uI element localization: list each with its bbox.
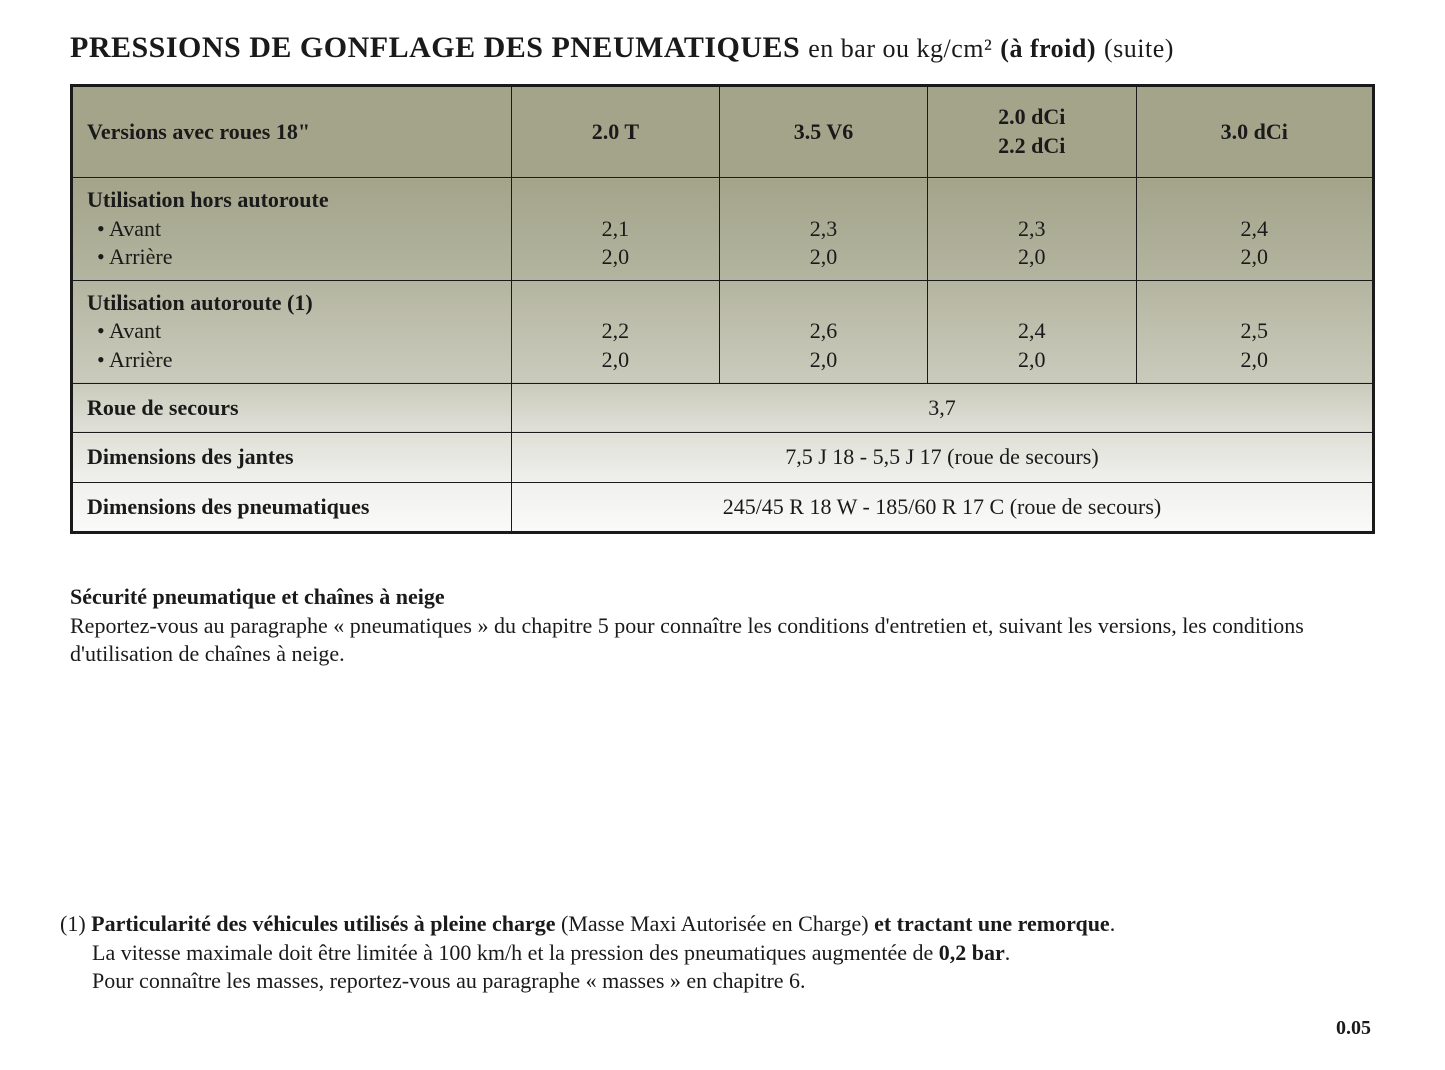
safety-body: Reportez-vous au paragraphe « pneumatiqu… [70, 612, 1375, 667]
row1-c3b: 2,0 [942, 243, 1122, 272]
row2-c2: 2,6 2,0 [719, 280, 927, 383]
title-main: PRESSIONS DE GONFLAGE DES PNEUMATIQUES [70, 31, 800, 64]
header-col4: 3.0 dCi [1136, 86, 1374, 178]
row2-label-cell: Utilisation autoroute (1) Avant Arrière [72, 280, 512, 383]
row-spare: Roue de secours 3,7 [72, 383, 1374, 433]
header-col3-line1: 2.0 dCi [942, 103, 1122, 132]
row1-c2b: 2,0 [734, 243, 913, 272]
row2-c1: 2,2 2,0 [511, 280, 719, 383]
header-col1: 2.0 T [511, 86, 719, 178]
header-col2: 3.5 V6 [719, 86, 927, 178]
title-suite: (suite) [1104, 34, 1174, 63]
row2-c4: 2,5 2,0 [1136, 280, 1374, 383]
row1-sub1: Avant [87, 215, 497, 244]
row1-c4b: 2,0 [1151, 243, 1359, 272]
footnote-paren: (Masse Maxi Autorisée en Charge) [561, 911, 869, 936]
title-unit: en bar ou kg/cm² [808, 34, 992, 63]
row1-c1b: 2,0 [526, 243, 705, 272]
row1-c2: 2,3 2,0 [719, 178, 927, 281]
footnote-line2b: 0,2 bar [939, 940, 1005, 965]
row1-c1: 2,1 2,0 [511, 178, 719, 281]
row2-sub2: Arrière [87, 346, 497, 375]
row1-c4a: 2,4 [1151, 215, 1359, 244]
row5-value: 245/45 R 18 W - 185/60 R 17 C (roue de s… [511, 482, 1373, 533]
table-header-row: Versions avec roues 18" 2.0 T 3.5 V6 2.0… [72, 86, 1374, 178]
title-cold: (à froid) [1000, 34, 1096, 63]
row2-c2a: 2,6 [734, 317, 913, 346]
row1-c2a: 2,3 [734, 215, 913, 244]
row1-label: Utilisation hors autoroute [87, 186, 497, 215]
row2-label: Utilisation autoroute (1) [87, 289, 497, 318]
row1-c4: 2,4 2,0 [1136, 178, 1374, 281]
row2-c3: 2,4 2,0 [928, 280, 1137, 383]
footnote-line3: Pour connaître les masses, reportez-vous… [60, 967, 1375, 996]
pressure-table: Versions avec roues 18" 2.0 T 3.5 V6 2.0… [70, 84, 1375, 534]
page-number: 0.05 [1336, 1017, 1371, 1040]
row-tyres: Dimensions des pneumatiques 245/45 R 18 … [72, 482, 1374, 533]
row1-c3a: 2,3 [942, 215, 1122, 244]
row2-c3a: 2,4 [942, 317, 1122, 346]
page-title: PRESSIONS DE GONFLAGE DES PNEUMATIQUES e… [70, 30, 1375, 66]
row2-sub1: Avant [87, 317, 497, 346]
header-versions: Versions avec roues 18" [72, 86, 512, 178]
row4-label: Dimensions des jantes [72, 433, 512, 483]
header-col3: 2.0 dCi 2.2 dCi [928, 86, 1137, 178]
footnote: (1) Particularité des véhicules utilisés… [60, 910, 1375, 996]
row1-c3: 2,3 2,0 [928, 178, 1137, 281]
row1-sub2: Arrière [87, 243, 497, 272]
row2-c4a: 2,5 [1151, 317, 1359, 346]
row2-c1a: 2,2 [526, 317, 705, 346]
row-highway: Utilisation autoroute (1) Avant Arrière … [72, 280, 1374, 383]
row-rims: Dimensions des jantes 7,5 J 18 - 5,5 J 1… [72, 433, 1374, 483]
row2-c4b: 2,0 [1151, 346, 1359, 375]
row3-label: Roue de secours [72, 383, 512, 433]
row3-value: 3,7 [511, 383, 1373, 433]
manual-page: PRESSIONS DE GONFLAGE DES PNEUMATIQUES e… [0, 0, 1445, 1070]
row1-label-cell: Utilisation hors autoroute Avant Arrière [72, 178, 512, 281]
row-non-highway: Utilisation hors autoroute Avant Arrière… [72, 178, 1374, 281]
header-col3-line2: 2.2 dCi [942, 132, 1122, 161]
row2-c1b: 2,0 [526, 346, 705, 375]
footnote-num: (1) [60, 911, 86, 936]
row2-c2b: 2,0 [734, 346, 913, 375]
footnote-line2a: La vitesse maximale doit être limitée à … [92, 940, 939, 965]
row2-c3b: 2,0 [942, 346, 1122, 375]
row4-value: 7,5 J 18 - 5,5 J 17 (roue de secours) [511, 433, 1373, 483]
footnote-bold2: et tractant une remorque [874, 911, 1110, 936]
safety-title: Sécurité pneumatique et chaînes à neige [70, 584, 1375, 610]
row5-label: Dimensions des pneumatiques [72, 482, 512, 533]
footnote-bold1: Particularité des véhicules utilisés à p… [91, 911, 555, 936]
row1-c1a: 2,1 [526, 215, 705, 244]
